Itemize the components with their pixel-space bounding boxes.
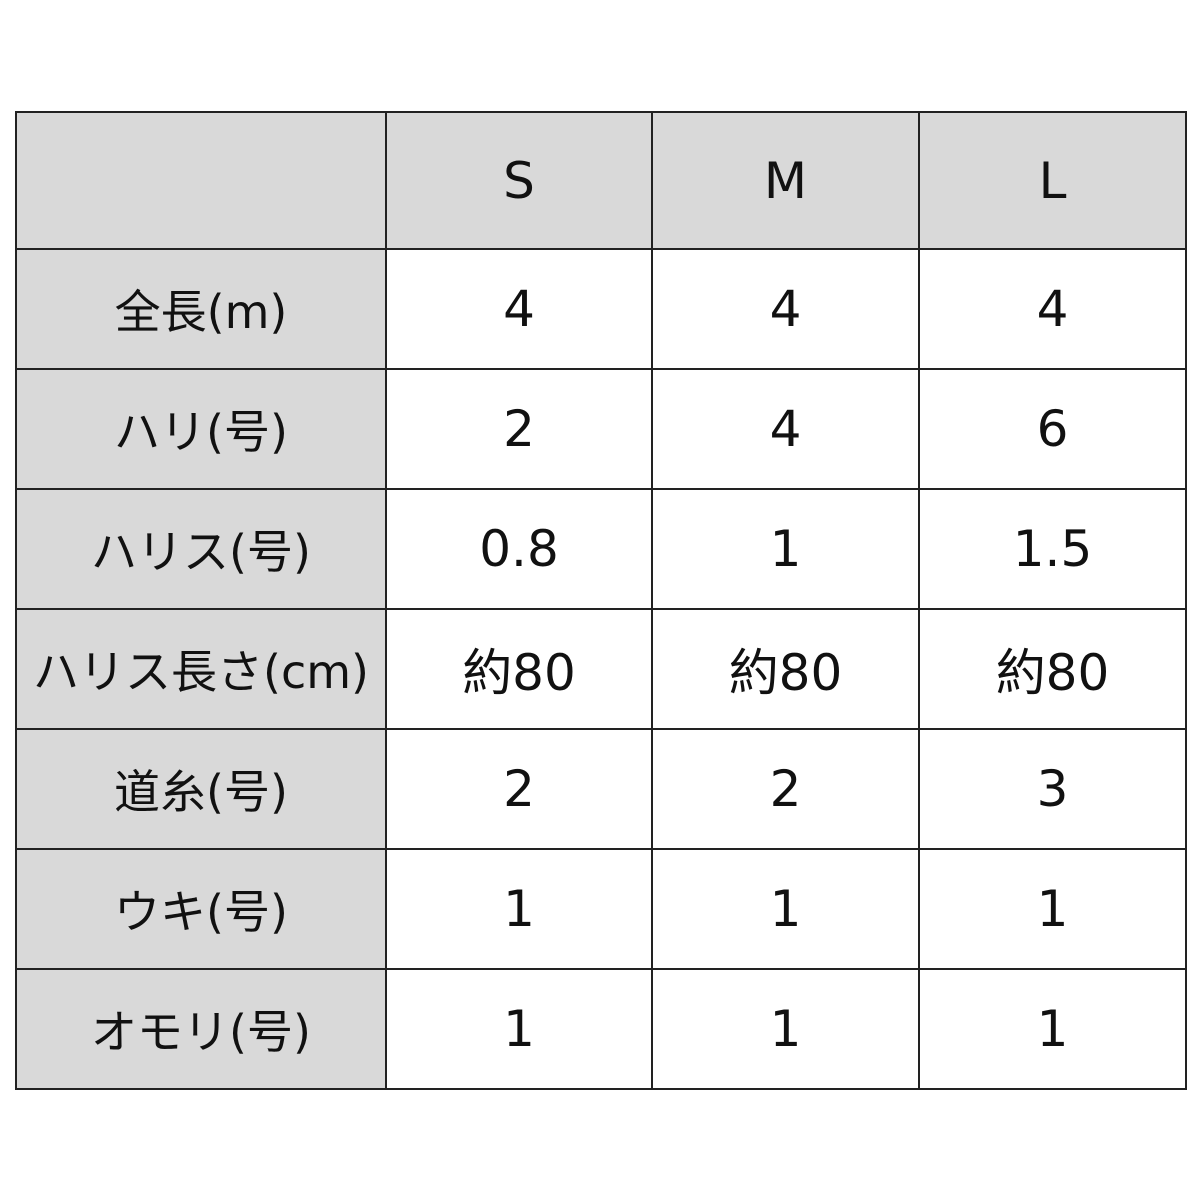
table-cell: 1	[918, 848, 1187, 970]
table-row: ハリス長さ(cm) 約80 約80 約80	[15, 608, 1187, 730]
header-size-m: M	[651, 111, 920, 250]
row-label: オモリ(号)	[15, 968, 387, 1090]
table-cell: 1	[651, 968, 920, 1090]
table-cell: 2	[651, 728, 920, 850]
header-row: S M L	[15, 111, 1187, 250]
header-corner	[15, 111, 387, 250]
header-size-l: L	[918, 111, 1187, 250]
table-cell: 4	[385, 248, 653, 370]
table-cell: 6	[918, 368, 1187, 490]
row-label: ウキ(号)	[15, 848, 387, 970]
table-cell: 2	[385, 368, 653, 490]
spec-table: S M L 全長(m) 4 4 4 ハリ(号) 2 4 6 ハリス(号) 0.8 1 1.5 ハリス長さ…	[15, 111, 1187, 1090]
table-row: ハリ(号) 2 4 6	[15, 368, 1187, 490]
table-cell: 0.8	[385, 488, 653, 610]
header-size-s: S	[385, 111, 653, 250]
row-label: 道糸(号)	[15, 728, 387, 850]
row-label: 全長(m)	[15, 248, 387, 370]
table-row: 全長(m) 4 4 4	[15, 248, 1187, 370]
row-label: ハリ(号)	[15, 368, 387, 490]
table-row: オモリ(号) 1 1 1	[15, 968, 1187, 1090]
table-cell: 約80	[918, 608, 1187, 730]
table-cell: 4	[918, 248, 1187, 370]
table-cell: 1	[385, 968, 653, 1090]
table-cell: 3	[918, 728, 1187, 850]
table-row: ハリス(号) 0.8 1 1.5	[15, 488, 1187, 610]
row-label: ハリス長さ(cm)	[15, 608, 387, 730]
table-cell: 2	[385, 728, 653, 850]
table-row: ウキ(号) 1 1 1	[15, 848, 1187, 970]
table-cell: 約80	[385, 608, 653, 730]
table-cell: 1.5	[918, 488, 1187, 610]
table-cell: 1	[651, 848, 920, 970]
table-cell: 1	[385, 848, 653, 970]
table-cell: 4	[651, 248, 920, 370]
table-cell: 約80	[651, 608, 920, 730]
table-row: 道糸(号) 2 2 3	[15, 728, 1187, 850]
table-cell: 4	[651, 368, 920, 490]
table-cell: 1	[918, 968, 1187, 1090]
table-cell: 1	[651, 488, 920, 610]
row-label: ハリス(号)	[15, 488, 387, 610]
